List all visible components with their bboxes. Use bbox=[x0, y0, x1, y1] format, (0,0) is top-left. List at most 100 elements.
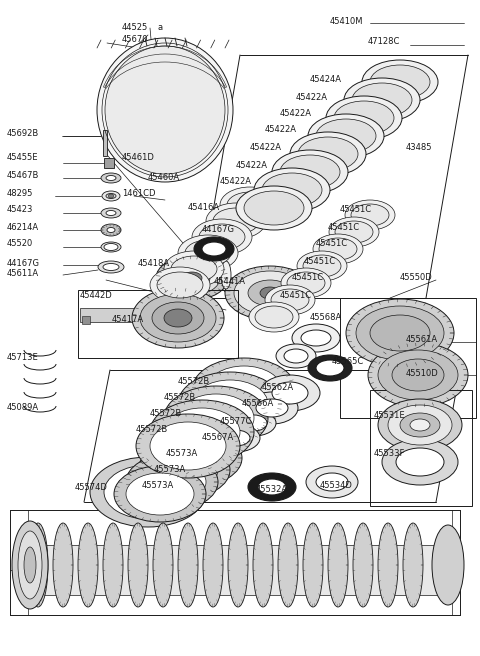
Ellipse shape bbox=[241, 415, 267, 431]
Text: 45422A: 45422A bbox=[250, 144, 282, 152]
Ellipse shape bbox=[178, 394, 254, 442]
Ellipse shape bbox=[345, 200, 395, 230]
Ellipse shape bbox=[206, 203, 266, 239]
Ellipse shape bbox=[303, 523, 323, 607]
Ellipse shape bbox=[301, 330, 331, 346]
Ellipse shape bbox=[254, 168, 330, 212]
Text: 45423: 45423 bbox=[7, 205, 34, 215]
Ellipse shape bbox=[227, 192, 273, 218]
Text: 45520: 45520 bbox=[7, 239, 33, 249]
Ellipse shape bbox=[150, 422, 226, 470]
Ellipse shape bbox=[432, 525, 464, 605]
Ellipse shape bbox=[101, 208, 121, 218]
Ellipse shape bbox=[104, 465, 192, 519]
Text: 44525: 44525 bbox=[122, 24, 148, 33]
Ellipse shape bbox=[105, 46, 225, 174]
Ellipse shape bbox=[316, 473, 348, 491]
Ellipse shape bbox=[164, 386, 268, 450]
Ellipse shape bbox=[156, 256, 228, 300]
Ellipse shape bbox=[328, 523, 348, 607]
Ellipse shape bbox=[192, 358, 296, 422]
Ellipse shape bbox=[178, 372, 282, 436]
Ellipse shape bbox=[150, 267, 210, 303]
Text: 45572B: 45572B bbox=[136, 426, 168, 434]
Text: 45451C: 45451C bbox=[280, 291, 312, 300]
Text: 45533F: 45533F bbox=[374, 449, 406, 457]
Ellipse shape bbox=[258, 479, 286, 495]
Ellipse shape bbox=[126, 473, 194, 515]
Ellipse shape bbox=[102, 191, 120, 201]
Text: 45573A: 45573A bbox=[154, 464, 186, 474]
Ellipse shape bbox=[104, 243, 118, 251]
Bar bbox=[370, 390, 472, 506]
Text: 45573A: 45573A bbox=[142, 480, 174, 489]
Ellipse shape bbox=[178, 235, 238, 271]
Text: 45424A: 45424A bbox=[310, 75, 342, 85]
Ellipse shape bbox=[256, 399, 288, 417]
Ellipse shape bbox=[351, 204, 389, 226]
Ellipse shape bbox=[308, 355, 352, 381]
Ellipse shape bbox=[272, 382, 308, 404]
Ellipse shape bbox=[12, 521, 48, 609]
Ellipse shape bbox=[362, 60, 438, 104]
Ellipse shape bbox=[164, 408, 240, 456]
Text: 45577C: 45577C bbox=[220, 417, 252, 426]
Ellipse shape bbox=[403, 523, 423, 607]
Ellipse shape bbox=[182, 272, 202, 284]
Text: 45460A: 45460A bbox=[148, 173, 180, 182]
Ellipse shape bbox=[138, 461, 206, 503]
Ellipse shape bbox=[272, 150, 348, 194]
Ellipse shape bbox=[164, 251, 224, 287]
Text: 45562A: 45562A bbox=[262, 382, 294, 392]
Ellipse shape bbox=[352, 83, 412, 117]
Text: 45451C: 45451C bbox=[340, 205, 372, 215]
Ellipse shape bbox=[206, 366, 282, 414]
Ellipse shape bbox=[192, 219, 252, 255]
Ellipse shape bbox=[329, 217, 379, 247]
Ellipse shape bbox=[410, 419, 430, 431]
Ellipse shape bbox=[248, 473, 296, 501]
Ellipse shape bbox=[101, 173, 121, 183]
Ellipse shape bbox=[140, 294, 216, 342]
Ellipse shape bbox=[202, 242, 226, 256]
Ellipse shape bbox=[18, 531, 42, 599]
Text: 45422A: 45422A bbox=[220, 178, 252, 186]
Ellipse shape bbox=[271, 289, 309, 311]
Ellipse shape bbox=[260, 287, 280, 299]
Text: 45461D: 45461D bbox=[122, 152, 155, 161]
Text: 44167G: 44167G bbox=[202, 224, 235, 234]
Text: 45532A: 45532A bbox=[256, 485, 288, 495]
Ellipse shape bbox=[24, 547, 36, 583]
Ellipse shape bbox=[356, 306, 444, 360]
Ellipse shape bbox=[138, 442, 230, 498]
Text: 45455E: 45455E bbox=[7, 152, 38, 161]
Text: 48295: 48295 bbox=[7, 188, 34, 197]
Text: 45567A: 45567A bbox=[202, 432, 234, 441]
Ellipse shape bbox=[97, 38, 233, 182]
Ellipse shape bbox=[236, 186, 312, 230]
Ellipse shape bbox=[150, 430, 242, 486]
Ellipse shape bbox=[246, 392, 298, 424]
Ellipse shape bbox=[316, 119, 376, 153]
Text: 45451C: 45451C bbox=[316, 239, 348, 249]
Ellipse shape bbox=[281, 268, 331, 298]
Text: 45422A: 45422A bbox=[265, 125, 297, 134]
Ellipse shape bbox=[326, 96, 402, 140]
Ellipse shape bbox=[262, 173, 322, 207]
Ellipse shape bbox=[108, 194, 114, 198]
Ellipse shape bbox=[185, 240, 231, 266]
Text: 45561A: 45561A bbox=[406, 335, 438, 344]
Ellipse shape bbox=[244, 191, 304, 225]
Ellipse shape bbox=[388, 405, 452, 445]
Text: 45422A: 45422A bbox=[236, 161, 268, 169]
Ellipse shape bbox=[370, 315, 430, 351]
Ellipse shape bbox=[306, 466, 358, 498]
Ellipse shape bbox=[392, 359, 444, 391]
Text: 45451C: 45451C bbox=[328, 222, 360, 232]
Text: 45422A: 45422A bbox=[296, 92, 328, 102]
Ellipse shape bbox=[287, 272, 325, 294]
Ellipse shape bbox=[213, 208, 259, 234]
Text: 45568A: 45568A bbox=[310, 314, 342, 323]
Text: 45442D: 45442D bbox=[80, 291, 113, 300]
Text: 45572B: 45572B bbox=[150, 409, 182, 419]
